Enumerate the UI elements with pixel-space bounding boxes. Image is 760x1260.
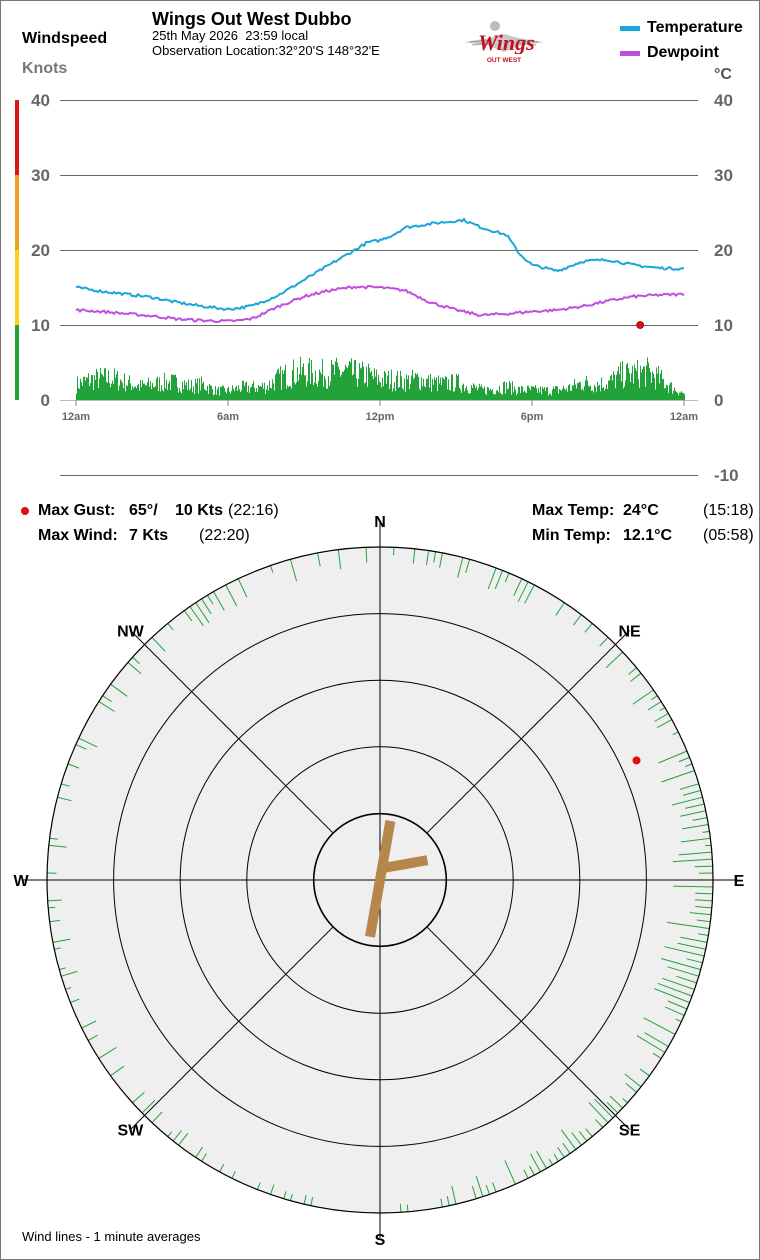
min-temp-label: Min Temp: <box>532 527 611 544</box>
knots-unit-label: Knots <box>22 60 68 77</box>
max-gust-speed: 10 Kts <box>175 502 224 519</box>
wind-scale-segment <box>15 250 19 325</box>
location-value: 32°20'S 148°32'E <box>278 43 380 58</box>
legend-label-temperature: Temperature <box>647 19 743 36</box>
legend-label-dewpoint: Dewpoint <box>647 44 719 61</box>
left-axis-ticks: 0 10 20 30 40 <box>31 91 50 410</box>
observation-datetime: 25th May 2026 23:59 local <box>152 28 309 43</box>
max-gust-marker <box>636 321 645 329</box>
max-wind-time: (22:20) <box>199 527 250 544</box>
footer-note: Wind lines - 1 minute averages <box>22 1229 201 1244</box>
right-tick-label: 40 <box>714 91 733 110</box>
logo-wings-text: Wings <box>478 30 535 55</box>
x-tick-label: 12pm <box>366 411 395 423</box>
max-wind-speed: 7 Kts <box>129 527 169 544</box>
location-label: Observation Location: <box>152 43 279 58</box>
right-tick-label: -10 <box>714 466 739 485</box>
max-gust-time: (22:16) <box>228 502 279 519</box>
max-gust-direction: 65°/ <box>129 502 158 519</box>
max-temp-label: Max Temp: <box>532 502 615 519</box>
left-tick-label: 30 <box>31 166 50 185</box>
max-gust-label: Max Gust: <box>38 502 116 519</box>
right-tick-label: 20 <box>714 241 733 260</box>
left-tick-label: 0 <box>41 391 50 410</box>
observation-location: Observation Location:32°20'S 148°32'E <box>152 43 380 58</box>
wings-out-west-logo: Wings OUT WEST <box>462 18 546 68</box>
right-tick-label: 10 <box>714 316 733 335</box>
right-axis-ticks: -10 10 20 30 40 0 <box>714 91 739 485</box>
max-gust-point <box>636 321 645 329</box>
max-temp-value: 24°C <box>623 502 659 519</box>
left-tick-label: 20 <box>31 241 50 260</box>
x-tick-label: 12am <box>62 411 90 423</box>
windspeed-axis-title: Windspeed <box>22 30 108 47</box>
windspeed-series <box>76 356 685 400</box>
legend-swatch-dewpoint <box>620 51 640 56</box>
page-title: Wings Out West Dubbo <box>152 9 352 29</box>
wind-scale-segment <box>15 175 19 250</box>
wind-scale-bar <box>15 100 19 400</box>
max-wind-label: Max Wind: <box>38 527 118 544</box>
logo-graphic: Wings OUT WEST <box>464 21 544 64</box>
legend: Temperature Dewpoint <box>620 18 760 66</box>
wind-scale-segment <box>15 100 19 175</box>
left-tick-label: 10 <box>31 316 50 335</box>
x-tick-label: 12am <box>670 411 698 423</box>
gust-marker-icon <box>21 507 29 515</box>
logo-outwest-text: OUT WEST <box>487 57 521 64</box>
x-tick-label: 6pm <box>521 411 544 423</box>
celsius-unit-label: °C <box>714 66 732 83</box>
right-tick-label: 0 <box>714 391 723 410</box>
min-temp-value: 12.1°C <box>623 527 673 544</box>
x-axis-ticks: 12am 6am 12pm 6pm 12am <box>62 400 698 423</box>
max-temp-time: (15:18) <box>703 502 754 519</box>
min-temp-time: (05:58) <box>703 527 754 544</box>
temperature-line <box>75 217 685 312</box>
left-tick-label: 40 <box>31 91 50 110</box>
chart-gridlines <box>60 100 698 476</box>
right-tick-label: 30 <box>714 166 733 185</box>
x-tick-label: 6am <box>217 411 239 423</box>
wind-scale-segment <box>15 325 19 400</box>
dewpoint-line <box>75 284 685 323</box>
legend-swatch-temperature <box>620 26 640 31</box>
